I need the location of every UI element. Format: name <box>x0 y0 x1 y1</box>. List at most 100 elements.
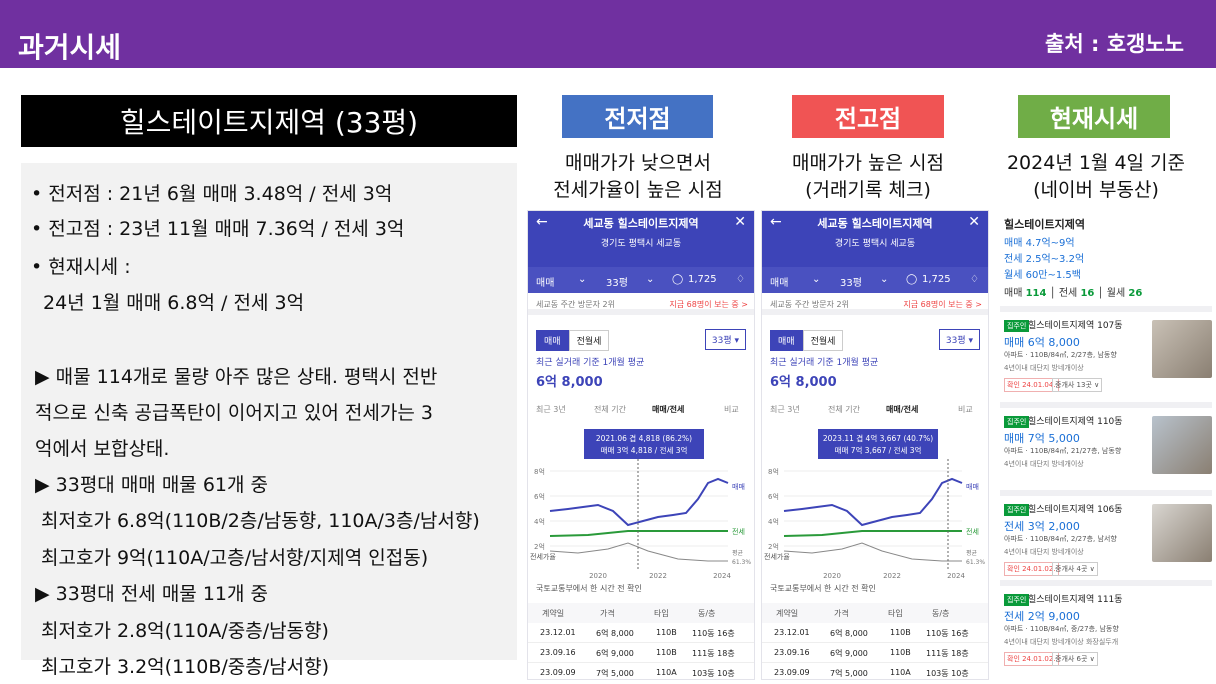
chart-line-trade <box>549 477 729 527</box>
avg-note: 최근 실거래 기준 1개월 평균 <box>536 358 645 368</box>
tab-compare[interactable]: 비교 <box>958 405 973 414</box>
tab-trade[interactable]: 매매 <box>536 330 569 351</box>
table-row[interactable]: 23.09.09 7억 5,000 110A 103동 10층 <box>528 663 754 679</box>
col-type: 타입 <box>654 609 669 618</box>
cell-price: 7억 5,000 <box>830 669 868 678</box>
column-caption-low: 매매가가 낮으면서 전세가율이 높은 시점 <box>527 150 749 204</box>
table-row[interactable]: 23.09.16 6억 9,000 110B 111동 18층 <box>762 643 988 663</box>
cell-floor: 111동 18층 <box>926 649 969 658</box>
table-row[interactable]: 23.12.01 6억 8,000 110B 110동 16층 <box>528 623 754 643</box>
listing-price: 매매 6억 8,000 <box>1004 336 1080 349</box>
apartment-title: 힐스테이트지제역 (33평) <box>21 95 517 147</box>
avg-note: 최근 실거래 기준 1개월 평균 <box>770 358 879 368</box>
tab-trade-rent[interactable]: 매매/전세 <box>886 405 919 414</box>
app-address: 경기도 평택시 세교동 <box>834 239 916 249</box>
header-bar: 과거시세 출처 : 호갱노노 <box>0 0 1216 68</box>
size-filter[interactable]: 33평 <box>606 278 628 289</box>
back-arrow-icon[interactable]: ← <box>536 214 548 230</box>
app-title: 세교동 힐스테이트지제역 <box>583 217 699 230</box>
listing-photo[interactable] <box>1152 320 1212 378</box>
ratio-label: 평균 <box>966 549 978 557</box>
viewing-now[interactable]: 지금 68명이 보는 중 > <box>903 300 982 309</box>
listing-item[interactable]: 집주인 힐스테이트지제역 110동 매매 7억 5,000 아파트 · 110B… <box>1000 402 1212 496</box>
cell-type: 110B <box>890 648 911 657</box>
chart-tooltip <box>584 429 704 459</box>
col-date: 계약일 <box>542 609 565 618</box>
column-header-current: 현재시세 <box>1018 95 1170 138</box>
cell-price: 6억 8,000 <box>830 629 868 638</box>
tab-rent[interactable]: 전월세 <box>802 330 844 351</box>
screenshot-low: ← 세교동 힐스테이트지제역 ✕ 경기도 평택시 세교동 매매 ⌄ 33평 ⌄ … <box>527 210 755 680</box>
tab-all[interactable]: 전체 기간 <box>594 405 626 414</box>
listing-price: 전세 3억 2,000 <box>1004 520 1080 533</box>
agent-count-button[interactable]: 중개사 4곳 ∨ <box>1052 562 1098 576</box>
info-line-trade-listings: ▶ 33평대 매매 매물 61개 중 <box>35 474 269 496</box>
listing-item[interactable]: 집주인 힐스테이트지제역 107동 매매 6억 8,000 아파트 · 110B… <box>1000 306 1212 400</box>
listing-photo[interactable] <box>1152 504 1212 562</box>
visitor-rank: 세교동 주간 방문자 2위 <box>770 300 849 309</box>
size-filter[interactable]: 33평 <box>840 278 862 289</box>
y-tick-6: 6억 <box>768 493 779 501</box>
filter-bar: 매매 ⌄ 33평 ⌄ ◯ 1,725 ♢ <box>762 267 988 293</box>
listing-photo[interactable] <box>1152 416 1212 474</box>
cell-date: 23.12.01 <box>540 628 576 637</box>
chart-line-ratio <box>783 542 962 562</box>
naver-monthly-range: 월세 60만~1.5백 <box>1004 270 1081 281</box>
agent-count-button[interactable]: 중개사 6곳 ∨ <box>1052 652 1098 666</box>
col-floor: 동/층 <box>698 609 716 618</box>
app-address: 경기도 평택시 세교동 <box>600 239 682 249</box>
tab-rent[interactable]: 전월세 <box>568 330 610 351</box>
cell-price: 6억 9,000 <box>830 649 868 658</box>
legend-rent: 전세 <box>732 527 745 536</box>
chart-line-rent <box>783 530 962 537</box>
close-icon[interactable]: ✕ <box>968 214 980 230</box>
legend-trade: 매매 <box>732 483 745 491</box>
table-row[interactable]: 23.12.01 6억 8,000 110B 110동 16층 <box>762 623 988 643</box>
legend-rent: 전세 <box>966 527 979 536</box>
info-line-current-value: 24년 1월 매매 6.8억 / 전세 3억 <box>43 292 305 314</box>
y-tick-4: 4억 <box>534 518 545 526</box>
table-row[interactable]: 23.09.09 7억 5,000 110A 103동 10층 <box>762 663 988 679</box>
close-icon[interactable]: ✕ <box>734 214 746 230</box>
tooltip-line1: 2021.06 겹 4,818 (86.2%) <box>596 433 692 443</box>
info-line-rent-listings: ▶ 33평대 전세 매물 11개 중 <box>35 583 269 605</box>
cell-date: 23.09.16 <box>774 648 810 657</box>
info-line-high: • 전고점 : 23년 11월 매매 7.36억 / 전세 3억 <box>31 218 405 240</box>
cell-price: 7억 5,000 <box>596 669 634 678</box>
tab-3y[interactable]: 최근 3년 <box>536 405 566 414</box>
tab-3y[interactable]: 최근 3년 <box>770 405 800 414</box>
size-select[interactable]: 33평 ▾ <box>704 329 746 350</box>
owner-badge: 집주인 <box>1004 416 1030 428</box>
chart-line-trade <box>783 477 963 527</box>
info-line-rent-max: 최고호가 3.2억(110B/중층/남서향) <box>41 656 329 678</box>
listing-item[interactable]: 집주인 힐스테이트지제역 106동 전세 3억 2,000 아파트 · 110B… <box>1000 490 1212 584</box>
trade-filter[interactable]: 매매 <box>770 278 789 289</box>
info-line-supply: ▶ 매물 114개로 물량 아주 많은 상태. 평택시 전반 <box>35 366 438 388</box>
tab-trade-rent[interactable]: 매매/전세 <box>652 405 685 414</box>
visit-bar: 세교동 주간 방문자 2위 지금 68명이 보는 중 > <box>762 293 988 315</box>
bell-icon[interactable]: ♢ <box>736 274 745 285</box>
tab-trade[interactable]: 매매 <box>770 330 803 351</box>
bell-icon[interactable]: ♢ <box>970 274 979 285</box>
info-line-trade-min: 최저호가 6.8억(110B/2층/남동향, 110A/3층/남서향) <box>41 510 480 532</box>
tab-all[interactable]: 전체 기간 <box>828 405 860 414</box>
avg-price: 6억 8,000 <box>770 375 837 390</box>
slide-title: 과거시세 <box>18 31 122 64</box>
chevron-down-icon: ⌄ <box>880 274 889 285</box>
table-row[interactable]: 23.09.16 6억 9,000 110B 111동 18층 <box>528 643 754 663</box>
ratio-value: 61.3% <box>732 559 751 566</box>
agent-count-button[interactable]: 중개사 13곳 ∨ <box>1052 378 1103 392</box>
back-arrow-icon[interactable]: ← <box>770 214 782 230</box>
ratio-label: 평균 <box>732 549 744 557</box>
trade-filter[interactable]: 매매 <box>536 278 555 289</box>
cell-type: 110A <box>656 668 677 677</box>
y-tick-8: 8억 <box>768 468 779 476</box>
comment-count[interactable]: 1,725 <box>688 274 717 285</box>
comment-count[interactable]: 1,725 <box>922 274 951 285</box>
listing-name: 힐스테이트지제역 106동 <box>1028 505 1123 515</box>
tab-compare[interactable]: 비교 <box>724 405 739 414</box>
listing-item[interactable]: 집주인 힐스테이트지제역 111동 전세 2억 9,000 아파트 · 110B… <box>1000 580 1212 674</box>
cell-price: 6억 9,000 <box>596 649 634 658</box>
viewing-now[interactable]: 지금 68명이 보는 중 > <box>669 300 748 309</box>
size-select[interactable]: 33평 ▾ <box>938 329 980 350</box>
